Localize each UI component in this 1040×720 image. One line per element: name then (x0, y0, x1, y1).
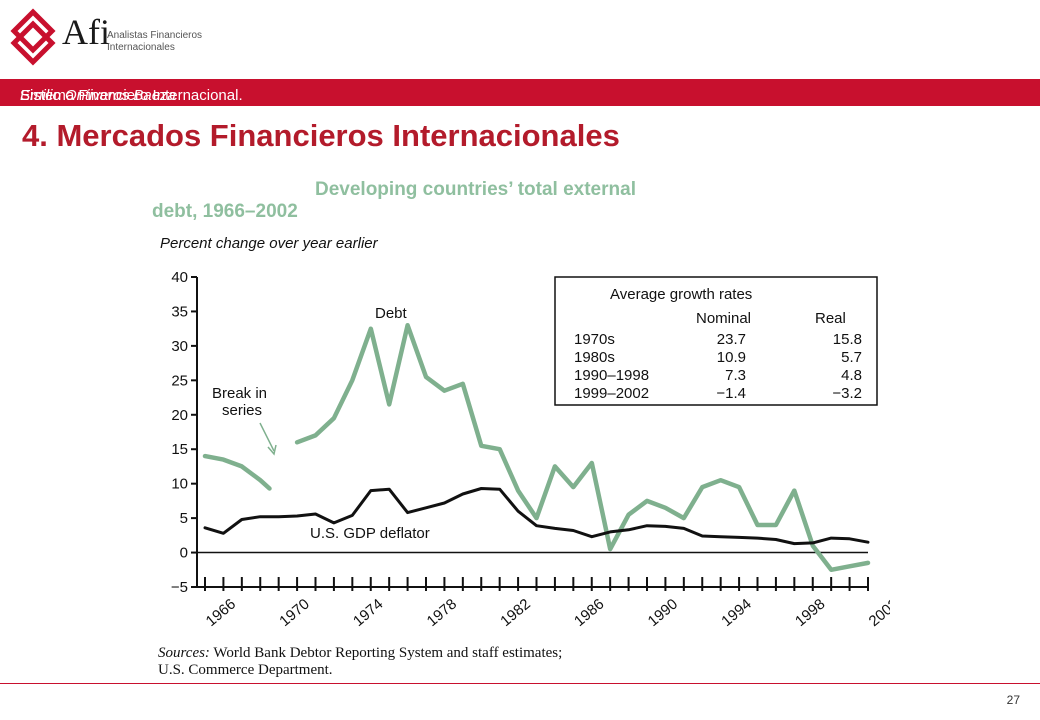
inset-row-1999-2002-nominal: −1.4 (716, 385, 746, 402)
inset-row-1990-1998-real: 4.8 (841, 367, 862, 384)
annotation-deflator: U.S. GDP deflator (310, 525, 430, 542)
sources-line-2: U.S. Commerce Department. (158, 662, 333, 678)
annotation-debt: Debt (375, 305, 408, 322)
sources-line-1: Sources: World Bank Debtor Reporting Sys… (158, 645, 562, 661)
y-tick-label-5: 5 (180, 510, 188, 527)
inset-table-frame (554, 276, 878, 406)
y-tick-label-−5: −5 (171, 579, 188, 596)
inset-header-real: Real (815, 310, 846, 327)
banner-author: Emilio Ontiveros Baeza (20, 87, 176, 104)
inset-row-1970s-nominal: 23.7 (717, 331, 746, 348)
inset-row-1980s-label: 1980s (574, 349, 615, 366)
x-tick-label-1990: 1990 (645, 596, 681, 630)
inset-row-1980s-nominal: 10.9 (717, 349, 746, 366)
series-line-0-segment-1 (294, 322, 871, 573)
x-tick-label-2002: 2002 (866, 596, 890, 630)
y-tick-label-15: 15 (171, 441, 188, 458)
x-tick-label-1978: 1978 (424, 596, 460, 630)
annotation-break-line-2: series (222, 402, 262, 419)
sources-label: Sources: (158, 645, 210, 661)
x-tick-label-1986: 1986 (571, 596, 607, 630)
debt-chart: Developing countries’ total external deb… (152, 179, 890, 678)
inset-row-1999-2002-real: −3.2 (832, 385, 862, 402)
y-tick-label-10: 10 (171, 476, 188, 493)
break-arrowhead-icon (267, 444, 277, 456)
x-tick-label-1994: 1994 (718, 596, 754, 630)
y-tick-label-30: 30 (171, 338, 188, 355)
inset-table: Average growth rates Nominal Real 1970s … (554, 276, 878, 406)
y-tick-label-35: 35 (171, 303, 188, 320)
inset-row-1970s-label: 1970s (574, 331, 615, 348)
brand-name: Afi (62, 12, 110, 52)
x-tick-label-1966: 1966 (203, 596, 239, 630)
y-tick-label-25: 25 (171, 372, 188, 389)
series-line-0-segment-0 (202, 453, 272, 491)
x-tick-label-1998: 1998 (792, 596, 828, 630)
chart-series (202, 322, 871, 573)
brand-subtitle-line-2: Internacionales (107, 42, 175, 53)
y-tick-label-20: 20 (171, 407, 188, 424)
series-line-1-segment-0 (203, 487, 870, 546)
inset-row-1999-2002-label: 1999–2002 (574, 385, 649, 402)
afi-logo-icon (10, 8, 56, 66)
course-banner: Sistema Financiero Internacional. Emilio… (0, 79, 1040, 106)
page-number: 27 (1006, 693, 1020, 707)
break-arrow-icon (259, 422, 275, 452)
inset-row-1990-1998-nominal: 7.3 (725, 367, 746, 384)
x-tick-label-1974: 1974 (350, 596, 386, 630)
brand-subtitle-line-1: Analistas Financieros (107, 30, 203, 41)
inset-header-nominal: Nominal (696, 310, 751, 327)
page-title: 4. Mercados Financieros Internacionales (22, 118, 620, 153)
footer-divider (0, 683, 1040, 684)
x-tick-label-1970: 1970 (276, 596, 312, 630)
sources-text-1: World Bank Debtor Reporting System and s… (213, 645, 562, 661)
annotation-break-line-1: Break in (212, 385, 267, 402)
inset-row-1980s-real: 5.7 (841, 349, 862, 366)
inset-table-title: Average growth rates (610, 286, 752, 303)
y-tick-label-40: 40 (171, 269, 188, 286)
brand-subtitle: Analistas Financieros Internacionales (107, 30, 202, 54)
chart-title-line-2: debt, 1966–2002 (152, 201, 298, 222)
y-tick-label-0: 0 (180, 545, 188, 562)
chart-subtitle: Percent change over year earlier (160, 235, 379, 252)
inset-row-1990-1998-label: 1990–1998 (574, 367, 649, 384)
banner-course: Sistema Financiero Internacional. (20, 87, 243, 104)
chart-title-line-1: Developing countries’ total external (315, 179, 636, 200)
x-tick-label-1982: 1982 (497, 596, 533, 630)
inset-row-1970s-real: 15.8 (833, 331, 862, 348)
